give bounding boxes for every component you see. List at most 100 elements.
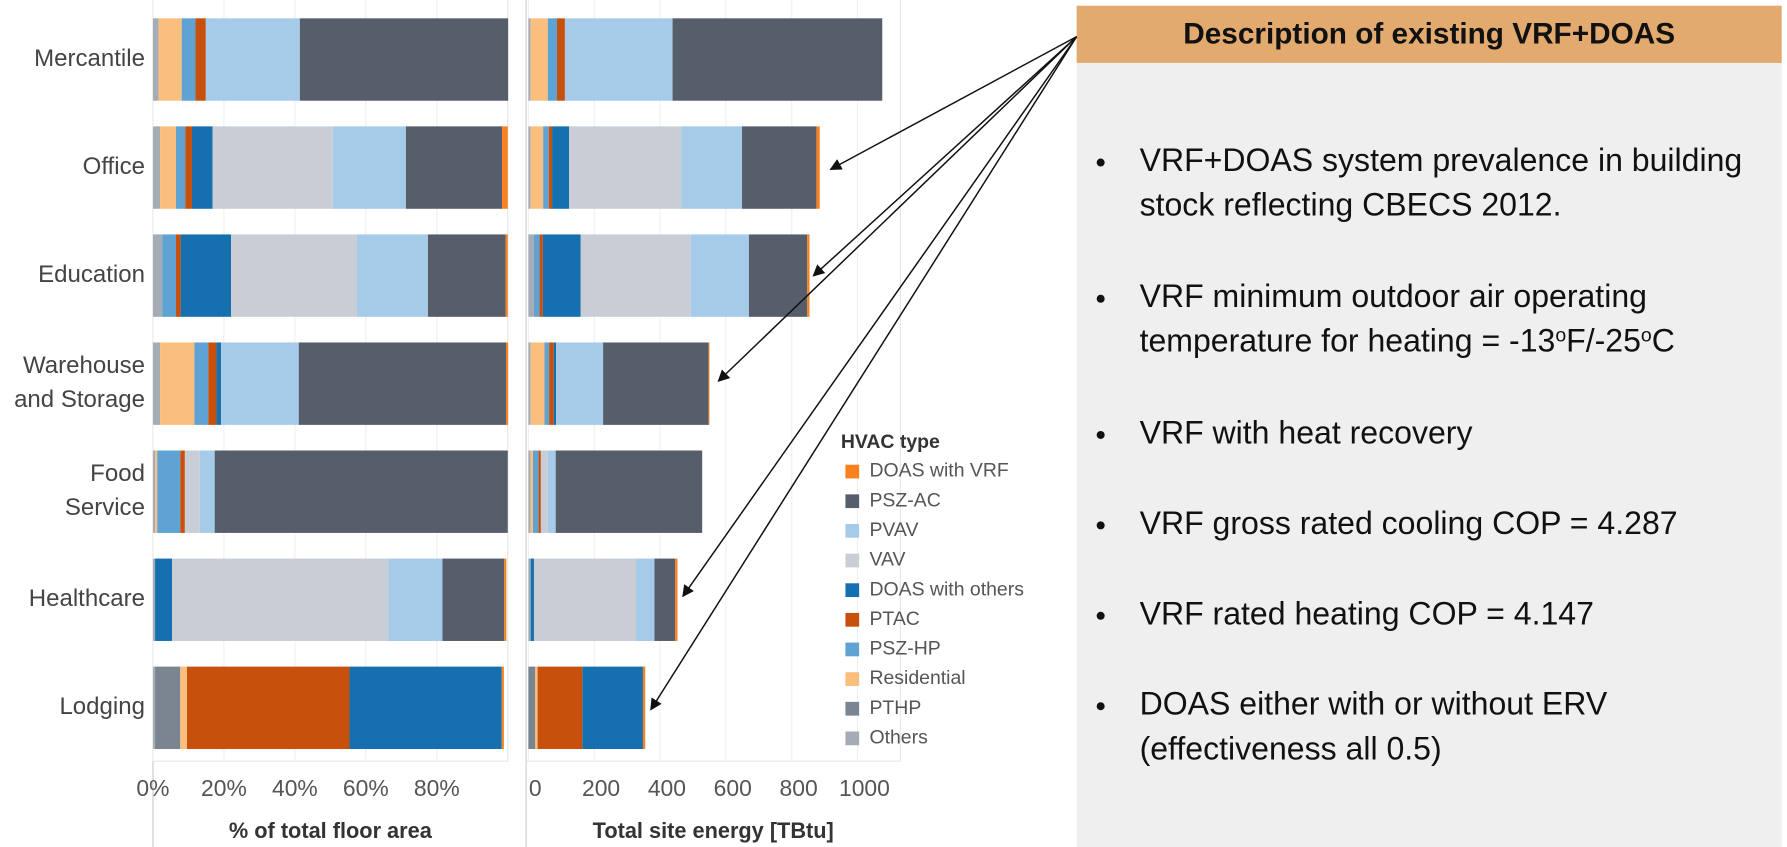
bullet-dot: [1096, 521, 1105, 530]
bar-segment: [528, 450, 531, 533]
category-label: Education: [38, 261, 145, 288]
bar-segment: [155, 450, 158, 533]
legend-swatch: [845, 612, 860, 627]
legend-swatch: [845, 523, 860, 538]
bar-segment: [191, 126, 213, 209]
bar-segment: [502, 126, 508, 209]
bullet-dot: [1096, 611, 1105, 620]
bar-segment: [155, 666, 181, 750]
bar-segment: [221, 342, 299, 425]
legend-label: VAV: [869, 549, 905, 571]
legend-label: PVAV: [869, 519, 918, 541]
bar-segment: [405, 126, 503, 209]
bar-segment: [675, 558, 678, 641]
x-axis-label: % of total floor area: [229, 818, 433, 843]
bar-segment: [152, 234, 163, 317]
bar-segment: [505, 342, 509, 425]
bullet-text-part: C: [1652, 323, 1675, 359]
x-tick-label: 40%: [272, 775, 318, 801]
bar-segment: [556, 342, 604, 425]
bar-segment: [349, 666, 502, 750]
bar-segment: [157, 450, 181, 533]
bar-segment: [547, 450, 556, 533]
bullet-text-part: o: [1555, 324, 1566, 346]
legend-swatch: [845, 464, 860, 479]
bar-segment: [672, 18, 883, 101]
legend-swatch: [845, 583, 860, 598]
bar-segment: [807, 234, 810, 317]
bar-segment: [427, 234, 506, 317]
x-tick-label: 20%: [201, 775, 247, 801]
bar-segment: [533, 558, 637, 641]
bar-segment: [199, 450, 215, 533]
bar-segment: [530, 342, 545, 425]
legend-label: PTAC: [869, 608, 919, 630]
bullet-text: (effectiveness all 0.5): [1140, 730, 1442, 766]
bar-segment: [180, 234, 232, 317]
bar-segment: [543, 126, 549, 209]
bar-segment: [742, 126, 817, 209]
bar-segment: [505, 234, 508, 317]
bar-segment: [528, 234, 534, 317]
bar-segment: [152, 126, 161, 209]
bar-segment: [549, 342, 554, 425]
bar-segment: [690, 234, 749, 317]
category-label: Office: [83, 153, 145, 180]
bar-segment: [816, 126, 820, 209]
bar-segment: [528, 126, 531, 209]
bar-segment: [553, 342, 557, 425]
x-tick-label: 200: [582, 775, 620, 801]
bar-segment: [195, 18, 206, 101]
bar-segment: [332, 126, 406, 209]
bar-segment: [528, 18, 531, 101]
bar-segment: [298, 342, 506, 425]
bar-segment: [231, 234, 357, 317]
bullet-text: VRF with heat recovery: [1140, 414, 1473, 450]
bullet-text-part: temperature for heating = -13: [1140, 323, 1556, 359]
bar-segment: [528, 558, 531, 641]
bar-segment: [538, 450, 541, 533]
bar-segment: [564, 18, 673, 101]
bullet-text-part: F/-25: [1566, 323, 1641, 359]
panel-header: [1076, 5, 1782, 63]
bar-segment: [152, 558, 156, 641]
bar-segment: [299, 18, 509, 101]
bar-segment: [501, 666, 504, 750]
bar-segment: [548, 126, 553, 209]
bar-segment: [530, 558, 534, 641]
bar-segment: [540, 450, 548, 533]
bar-segment: [152, 450, 156, 533]
bar-segment: [155, 558, 173, 641]
bullet-text: temperature for heating = -13oF/-25oC: [1140, 323, 1675, 359]
bar-segment: [214, 450, 508, 533]
bar-segment: [442, 558, 505, 641]
bar-segment: [708, 342, 710, 425]
x-tick-label: 0%: [136, 775, 169, 801]
legend-swatch: [845, 701, 860, 716]
bar-segment: [160, 342, 195, 425]
legend-swatch: [845, 553, 860, 568]
bar-segment: [530, 18, 548, 101]
legend-label: DOAS with VRF: [869, 460, 1008, 482]
legend-swatch: [845, 672, 860, 686]
category-label: Healthcare: [29, 585, 145, 612]
bullet-text-part: o: [1641, 324, 1652, 346]
panel-body: [1076, 62, 1782, 847]
bar-segment: [636, 558, 655, 641]
category-label: Mercantile: [34, 45, 145, 72]
bar-segment: [152, 18, 159, 101]
bar-segment: [603, 342, 709, 425]
x-tick-label: 600: [714, 775, 752, 801]
bar-segment: [530, 450, 533, 533]
bar-segment: [542, 234, 581, 317]
bar-segment: [212, 126, 333, 209]
bar-segment: [555, 450, 703, 533]
legend-label: PTHP: [869, 697, 921, 719]
panel-title: Description of existing VRF+DOAS: [1183, 17, 1675, 50]
bar-segment: [176, 234, 181, 317]
bar-segment: [582, 666, 643, 750]
bar-segment: [654, 558, 676, 641]
category-label: Warehouse: [23, 352, 145, 379]
x-tick-label: 400: [648, 775, 686, 801]
